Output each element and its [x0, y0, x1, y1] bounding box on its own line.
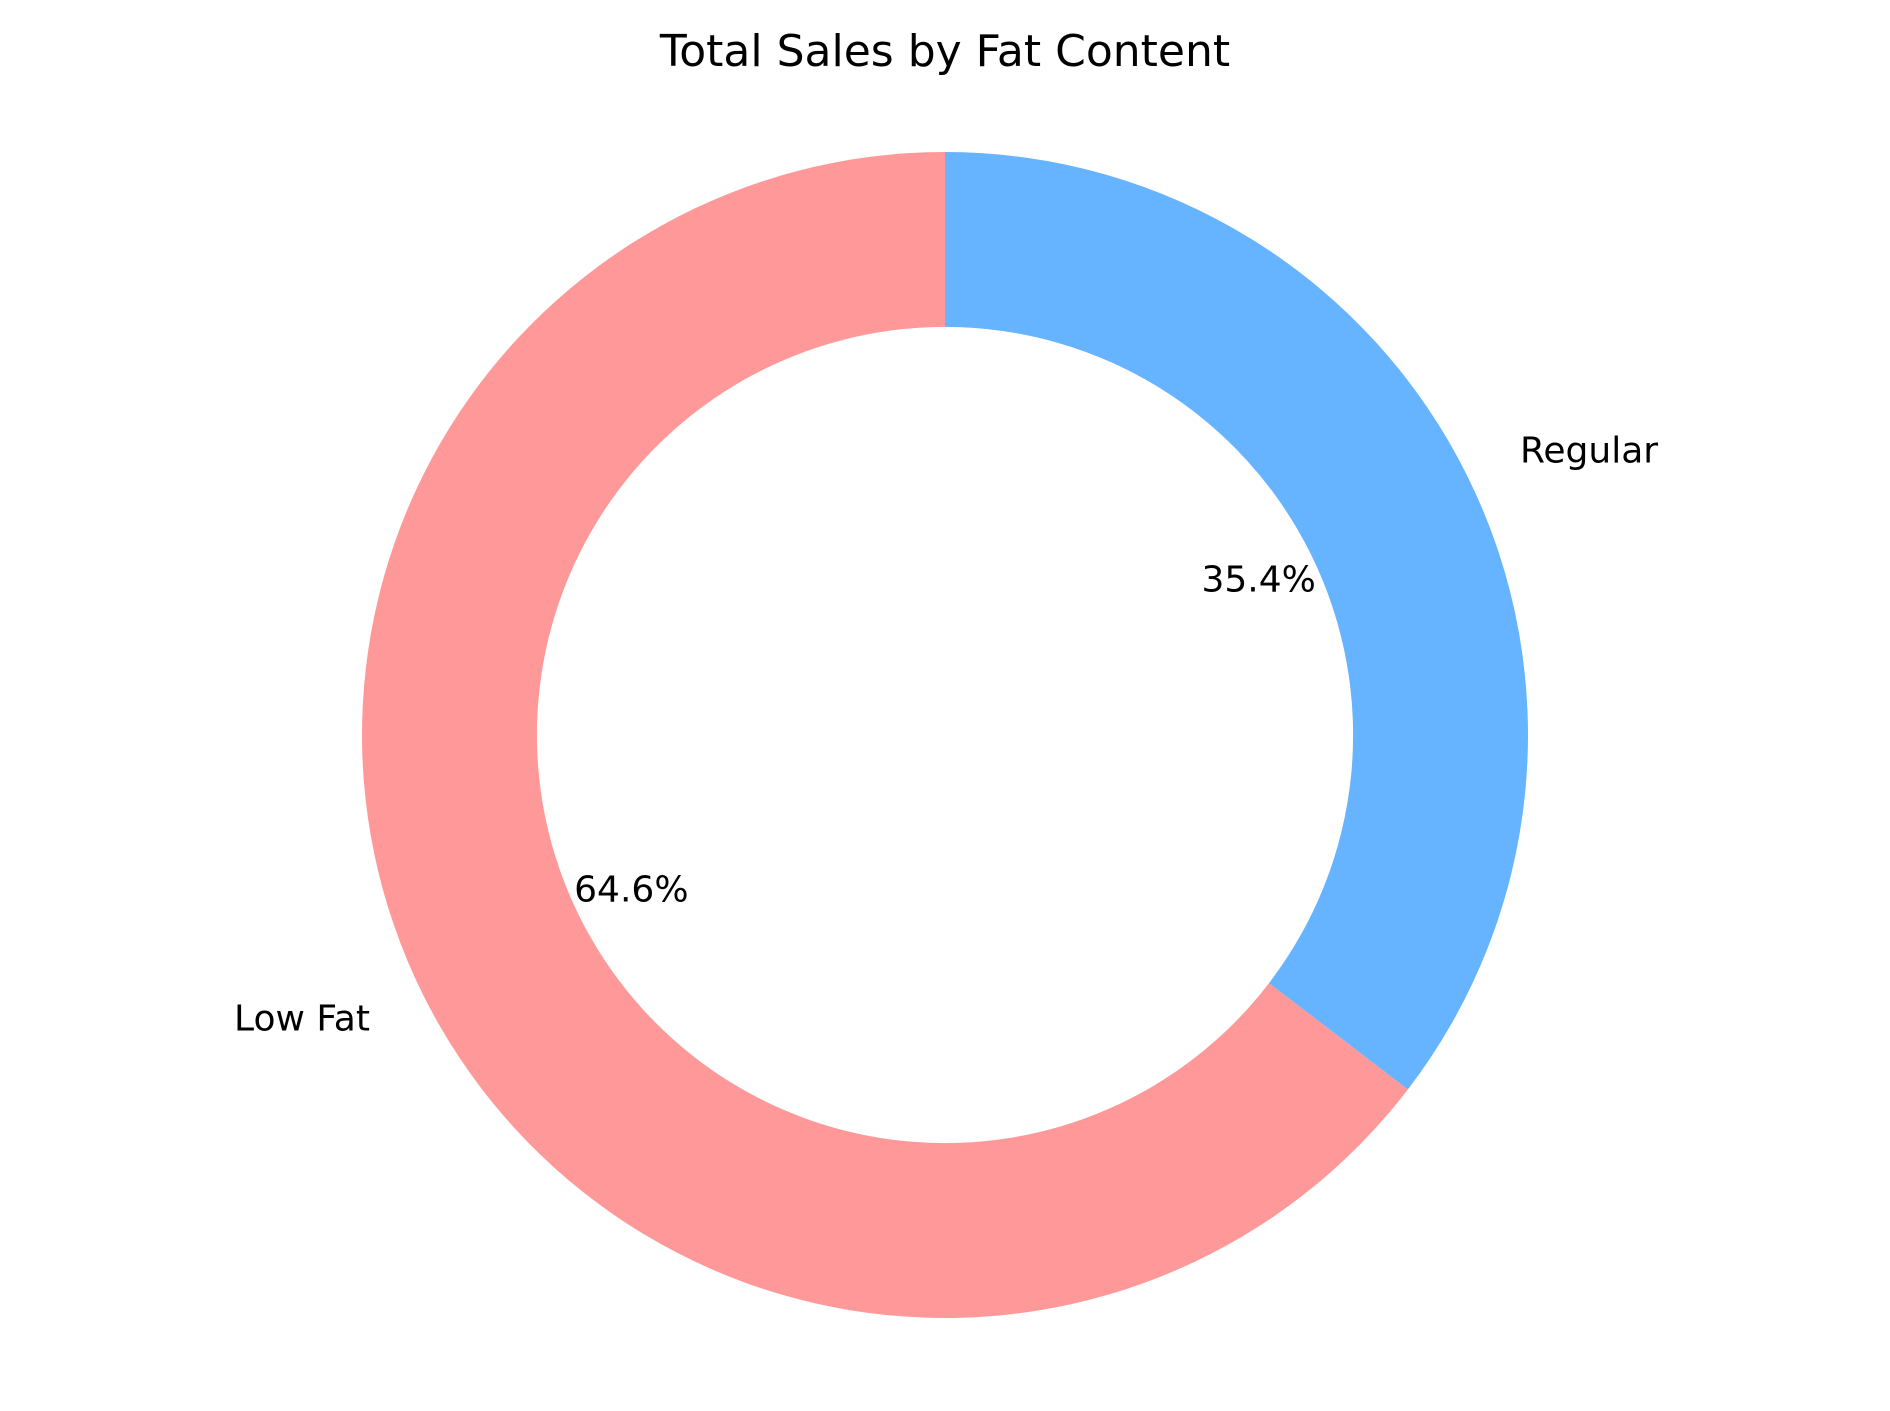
slice-label-regular: Regular: [1520, 431, 1658, 472]
labels-group: Low Fat 64.6% Regular 35.4%: [234, 431, 1658, 1040]
slice-regular: [945, 152, 1528, 1090]
chart-title: Total Sales by Fat Content: [659, 26, 1230, 77]
pct-label-regular: 35.4%: [1201, 560, 1315, 601]
slice-label-low-fat: Low Fat: [234, 998, 370, 1039]
pct-label-low-fat: 64.6%: [574, 869, 688, 910]
slice-low-fat: [361, 152, 1408, 1319]
slices-group: [361, 152, 1528, 1319]
